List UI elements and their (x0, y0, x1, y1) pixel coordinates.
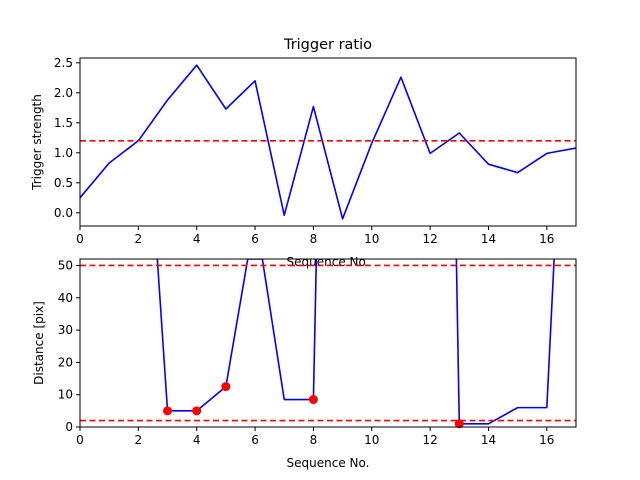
chart-bottom-ytick-label: 30 (58, 323, 73, 337)
chart-bottom-xtick-label: 6 (251, 433, 259, 447)
chart-bottom-xlabel: Sequence No. (287, 456, 370, 470)
chart-bottom-ytick-label: 0 (65, 420, 73, 434)
chart-top-xtick-label: 2 (135, 232, 143, 246)
chart-top-clip-group (80, 64, 576, 220)
chart-top-xlabel: Sequence No. (287, 255, 370, 269)
chart-bottom-xtick-label: 8 (310, 433, 318, 447)
chart-top-xtick-label: 8 (310, 232, 318, 246)
chart-top-xtick-label: 4 (193, 232, 201, 246)
chart-bottom-marker-point (192, 406, 202, 416)
chart-bottom-clip-group (80, 259, 576, 425)
chart-bottom: Distance [pix] Sequence No. 0 2 4 6 8 10 12 14 1… (32, 258, 577, 470)
chart-top-plot-area: 0 2 4 6 8 10 12 14 16 0.0 0.5 1.0 1.5 2.0 2.5 (54, 56, 577, 246)
chart-top-xtick-label: 10 (364, 232, 379, 246)
chart-top-ytick-label: 0.0 (54, 206, 73, 220)
chart-top-xtick-label: 6 (251, 232, 259, 246)
chart-bottom-series-line-0 (156, 259, 318, 412)
chart-top-ylabel: Trigger strength (30, 94, 44, 191)
chart-top-xtick-label: 12 (422, 232, 437, 246)
chart-bottom-ytick-label: 10 (58, 388, 73, 402)
chart-bottom-xtick-label: 14 (481, 433, 496, 447)
chart-bottom-marker-point (221, 382, 231, 392)
chart-bottom-plot-area: 0 2 4 6 8 10 12 14 16 0 10 20 30 40 50 (58, 258, 577, 447)
chart-bottom-xtick-label: 10 (364, 433, 379, 447)
chart-bottom-ytick-label: 20 (58, 355, 73, 369)
chart-top: Trigger ratio Trigger strength Sequence … (30, 37, 577, 269)
chart-top-xtick-label: 16 (539, 232, 554, 246)
chart-top-xtick-label: 0 (76, 232, 84, 246)
chart-top-ytick-label: 2.5 (54, 56, 73, 70)
chart-bottom-marker-point (308, 395, 318, 405)
chart-top-xtick-label: 14 (481, 232, 496, 246)
chart-top-title: Trigger ratio (283, 37, 372, 53)
chart-bottom-ytick-label: 50 (58, 258, 73, 272)
chart-top-ytick-label: 2.0 (54, 86, 73, 100)
chart-bottom-marker-point (454, 419, 464, 429)
chart-top-frame (79, 57, 577, 227)
chart-bottom-ytick-label: 40 (58, 291, 73, 305)
chart-top-ytick-label: 0.5 (54, 176, 73, 190)
chart-bottom-xtick-label: 2 (135, 433, 143, 447)
chart-bottom-frame (79, 258, 577, 428)
chart-top-series-line-0 (80, 64, 576, 220)
chart-bottom-ylabel: Distance [pix] (32, 301, 46, 385)
chart-bottom-xtick-label: 4 (193, 433, 201, 447)
chart-bottom-xtick-label: 16 (539, 433, 554, 447)
chart-top-ytick-label: 1.5 (54, 116, 73, 130)
chart-bottom-marker-point (163, 406, 173, 416)
chart-bottom-xtick-label: 12 (422, 433, 437, 447)
chart-bottom-xtick-label: 0 (76, 433, 84, 447)
chart-top-ytick-label: 1.0 (54, 146, 73, 160)
chart-bottom-series-line-1 (455, 259, 555, 425)
